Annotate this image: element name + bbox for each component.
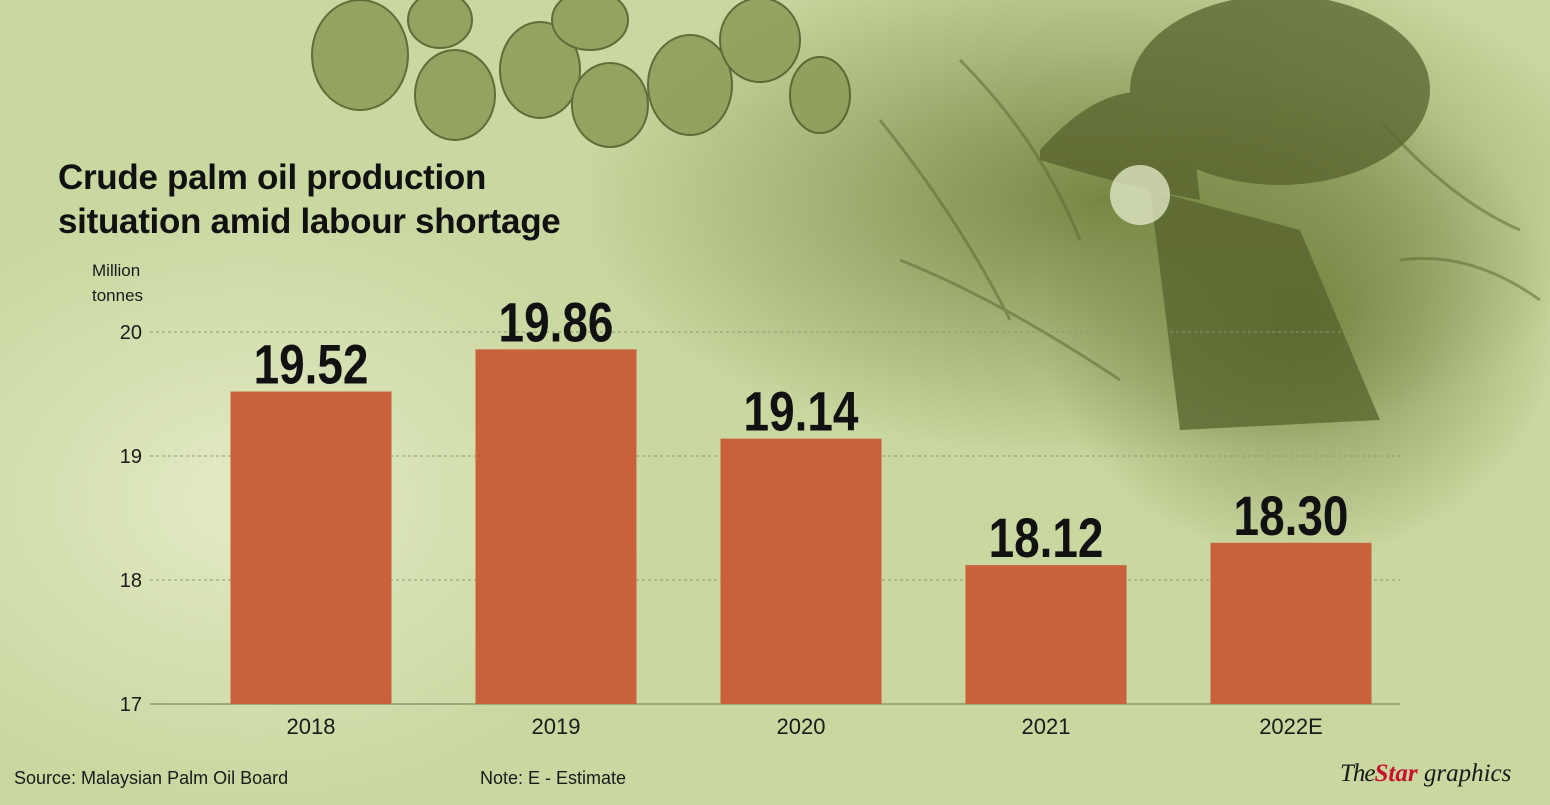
x-axis-labels: 2018 2019 2020 2021 2022E bbox=[287, 714, 1323, 739]
brand-the: The bbox=[1340, 760, 1375, 787]
bar-2020 bbox=[720, 438, 882, 704]
value-label: 19.14 bbox=[744, 380, 859, 442]
x-tick-label: 2022E bbox=[1259, 714, 1323, 739]
chart-title-line-1: Crude palm oil production bbox=[58, 158, 487, 197]
bars bbox=[230, 349, 1372, 704]
y-tick-label: 19 bbox=[120, 446, 142, 468]
value-label: 19.52 bbox=[254, 333, 369, 395]
y-axis-ticks: 17 18 19 20 bbox=[120, 322, 142, 716]
value-label: 19.86 bbox=[499, 291, 614, 353]
source-note: Source: Malaysian Palm Oil Board bbox=[14, 768, 289, 788]
unit-line-1: Million bbox=[92, 261, 141, 280]
y-tick-label: 20 bbox=[120, 322, 142, 344]
y-axis-unit-label: Million tonnes bbox=[92, 258, 143, 308]
brand-logo: TheStar graphics bbox=[1340, 760, 1511, 788]
unit-line-2: tonnes bbox=[92, 286, 144, 305]
chart-title: Crude palm oil production situation amid… bbox=[58, 156, 561, 244]
bar-2019 bbox=[475, 349, 637, 704]
bar-2022E bbox=[1210, 542, 1372, 704]
value-labels: 19.52 19.86 19.14 18.12 18.30 bbox=[254, 291, 1349, 569]
bar-2018 bbox=[230, 391, 392, 704]
brand-star: Star bbox=[1374, 760, 1418, 787]
value-label: 18.30 bbox=[1234, 484, 1349, 546]
brand-graphics: graphics bbox=[1417, 760, 1512, 787]
x-tick-label: 2021 bbox=[1022, 714, 1071, 739]
chart-title-line-2: situation amid labour shortage bbox=[58, 202, 561, 241]
y-tick-label: 18 bbox=[120, 570, 142, 592]
bar-2021 bbox=[965, 565, 1127, 704]
y-tick-label: 17 bbox=[120, 694, 142, 716]
estimate-note: Note: E - Estimate bbox=[480, 768, 627, 788]
value-label: 18.12 bbox=[989, 507, 1104, 569]
x-tick-label: 2020 bbox=[777, 714, 826, 739]
x-tick-label: 2018 bbox=[287, 714, 336, 739]
x-tick-label: 2019 bbox=[532, 714, 581, 739]
